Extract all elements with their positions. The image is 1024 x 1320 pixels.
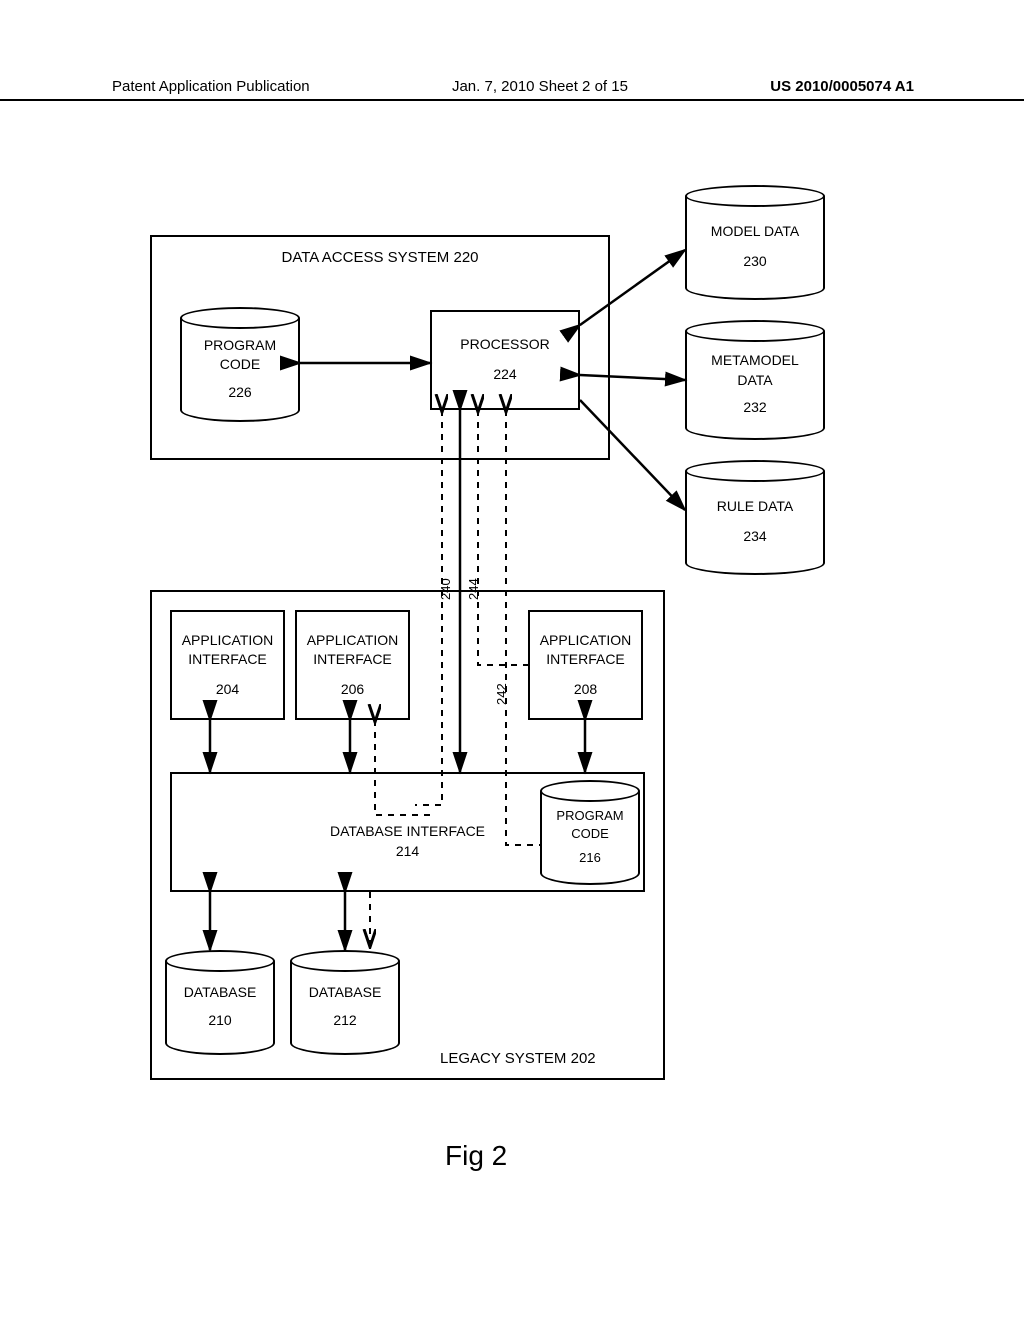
app-if-206-l2: INTERFACE bbox=[313, 650, 392, 670]
cylinder-top bbox=[165, 950, 275, 972]
program-code-216-cylinder: PROGRAM CODE 216 bbox=[540, 780, 640, 885]
db212-l1: DATABASE bbox=[309, 983, 382, 1003]
cylinder-top bbox=[180, 307, 300, 329]
cylinder-top bbox=[540, 780, 640, 802]
app-if-208-l2: INTERFACE bbox=[546, 650, 625, 670]
program-code-226-line2: CODE bbox=[220, 355, 260, 375]
path-ref-240: 240 bbox=[438, 578, 453, 600]
header-pub-number: US 2010/0005074 A1 bbox=[770, 78, 914, 95]
model-data-line1: MODEL DATA bbox=[711, 222, 799, 242]
legacy-system-title: LEGACY SYSTEM 202 bbox=[440, 1050, 596, 1067]
program-code-226-cylinder: PROGRAM CODE 226 bbox=[180, 307, 300, 422]
database-212-cylinder: DATABASE 212 bbox=[290, 950, 400, 1055]
db-if-ref: 214 bbox=[396, 842, 419, 862]
metamodel-data-cylinder: METAMODEL DATA 232 bbox=[685, 320, 825, 440]
rule-data-ref: 234 bbox=[743, 527, 766, 547]
cylinder-body: PROGRAM CODE 216 bbox=[540, 791, 640, 885]
cylinder-body: MODEL DATA 230 bbox=[685, 196, 825, 300]
cylinder-body: RULE DATA 234 bbox=[685, 471, 825, 575]
app-if-208-ref: 208 bbox=[574, 680, 597, 700]
program-code-226-ref: 226 bbox=[228, 383, 251, 403]
db-if-l1: DATABASE INTERFACE bbox=[330, 822, 485, 842]
app-if-204-l1: APPLICATION bbox=[182, 631, 274, 651]
header-publication-label: Patent Application Publication bbox=[112, 78, 310, 95]
app-if-204-l2: INTERFACE bbox=[188, 650, 267, 670]
app-if-208-l1: APPLICATION bbox=[540, 631, 632, 651]
page-header: Patent Application Publication Jan. 7, 2… bbox=[0, 78, 1024, 101]
metamodel-line1: METAMODEL bbox=[711, 351, 799, 371]
cylinder-top bbox=[685, 185, 825, 207]
rule-data-cylinder: RULE DATA 234 bbox=[685, 460, 825, 575]
model-data-ref: 230 bbox=[743, 252, 766, 272]
diagram-canvas: DATA ACCESS SYSTEM 220 PROGRAM CODE 226 … bbox=[150, 175, 890, 1125]
app-if-206-l1: APPLICATION bbox=[307, 631, 399, 651]
db212-ref: 212 bbox=[333, 1011, 356, 1031]
path-ref-242: 242 bbox=[494, 683, 509, 705]
app-if-204-ref: 204 bbox=[216, 680, 239, 700]
database-210-cylinder: DATABASE 210 bbox=[165, 950, 275, 1055]
page: Patent Application Publication Jan. 7, 2… bbox=[0, 0, 1024, 1320]
program-code-226-line1: PROGRAM bbox=[204, 336, 276, 356]
pc216-l2: CODE bbox=[571, 825, 609, 843]
pc216-l1: PROGRAM bbox=[556, 807, 623, 825]
cylinder-body: DATABASE 210 bbox=[165, 961, 275, 1055]
app-interface-206: APPLICATION INTERFACE 206 bbox=[295, 610, 410, 720]
cylinder-top bbox=[290, 950, 400, 972]
db210-l1: DATABASE bbox=[184, 983, 257, 1003]
app-interface-204: APPLICATION INTERFACE 204 bbox=[170, 610, 285, 720]
processor-ref: 224 bbox=[493, 365, 516, 385]
db210-ref: 210 bbox=[208, 1011, 231, 1031]
model-data-cylinder: MODEL DATA 230 bbox=[685, 185, 825, 300]
metamodel-line2: DATA bbox=[737, 371, 772, 391]
metamodel-ref: 232 bbox=[743, 398, 766, 418]
cylinder-body: METAMODEL DATA 232 bbox=[685, 331, 825, 440]
figure-caption: Fig 2 bbox=[445, 1140, 507, 1172]
processor-box: PROCESSOR 224 bbox=[430, 310, 580, 410]
path-ref-244: 244 bbox=[466, 578, 481, 600]
header-date-sheet: Jan. 7, 2010 Sheet 2 of 15 bbox=[452, 78, 628, 95]
cylinder-body: DATABASE 212 bbox=[290, 961, 400, 1055]
pc216-ref: 216 bbox=[579, 849, 601, 867]
cylinder-top bbox=[685, 320, 825, 342]
app-interface-208: APPLICATION INTERFACE 208 bbox=[528, 610, 643, 720]
rule-data-line1: RULE DATA bbox=[717, 497, 794, 517]
processor-label: PROCESSOR bbox=[460, 335, 549, 355]
header-row: Patent Application Publication Jan. 7, 2… bbox=[0, 78, 1024, 95]
data-access-system-title: DATA ACCESS SYSTEM 220 bbox=[281, 247, 478, 268]
app-if-206-ref: 206 bbox=[341, 680, 364, 700]
cylinder-top bbox=[685, 460, 825, 482]
cylinder-body: PROGRAM CODE 226 bbox=[180, 318, 300, 422]
